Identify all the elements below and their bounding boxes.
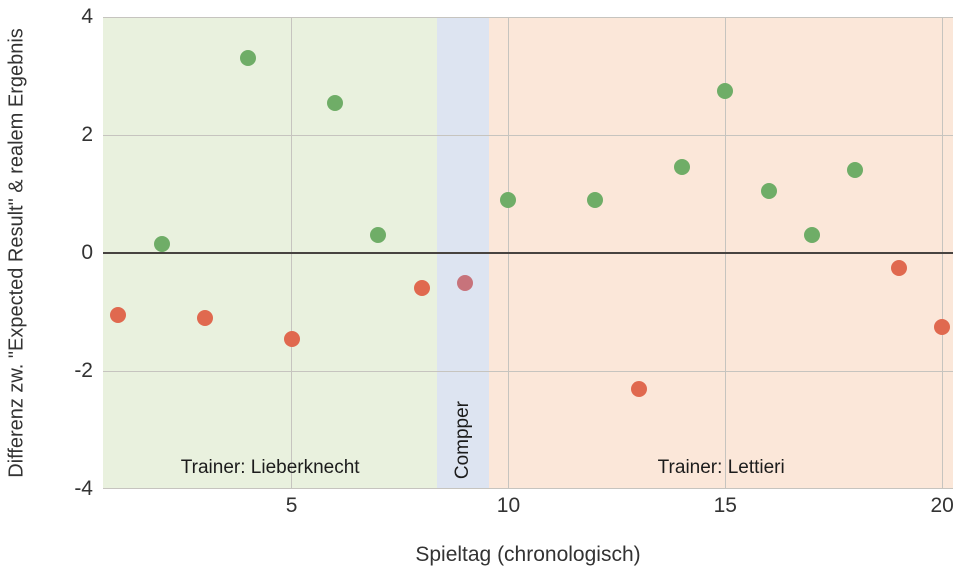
y-tick-label-0: 0 <box>81 241 93 264</box>
x-axis: 5 10 15 20 <box>103 494 954 520</box>
y-tick-label--2: -2 <box>74 359 93 382</box>
region-label-lieberknecht: Trainer: Lieberknecht <box>180 457 360 479</box>
x-tick-label-10: 10 <box>496 494 521 517</box>
x-tick-label-5: 5 <box>285 494 298 517</box>
data-point-spieltag-7 <box>370 227 387 244</box>
y-axis: 4 2 0 -2 -4 <box>0 5 93 500</box>
data-point-spieltag-18 <box>847 162 864 179</box>
data-point-spieltag-1 <box>110 306 127 323</box>
x-axis-title: Spieltag (chronologisch) <box>415 543 641 566</box>
data-point-spieltag-9 <box>457 274 474 291</box>
data-point-spieltag-6 <box>327 94 343 111</box>
data-point-spieltag-3 <box>196 309 213 326</box>
data-point-spieltag-14 <box>673 159 690 176</box>
y-gridline-4 <box>103 17 953 18</box>
data-point-spieltag-10 <box>500 191 517 208</box>
y-tick-label--4: -4 <box>74 477 93 500</box>
x-tick-label-20: 20 <box>930 494 954 517</box>
zero-line <box>103 252 953 254</box>
y-gridline-2 <box>103 134 953 136</box>
data-point-spieltag-4 <box>240 50 257 67</box>
y-gridline--4 <box>103 488 953 489</box>
data-point-spieltag-15 <box>717 82 734 99</box>
data-point-spieltag-5 <box>283 330 300 347</box>
region-label-lettieri: Trainer: Lettieri <box>657 457 785 479</box>
data-point-spieltag-19 <box>890 259 907 276</box>
x-tick-label-15: 15 <box>713 494 737 517</box>
y-tick-label-2: 2 <box>81 123 93 146</box>
data-point-spieltag-8 <box>413 280 430 297</box>
data-point-spieltag-12 <box>587 191 604 208</box>
y-gridline--2 <box>103 370 953 372</box>
region-label-compper: Compper <box>452 400 474 479</box>
data-point-spieltag-16 <box>760 183 777 200</box>
data-point-spieltag-17 <box>804 227 821 244</box>
plot-area: Trainer: Lieberknecht Compper Trainer: Let… <box>103 17 953 489</box>
data-point-spieltag-20 <box>934 318 951 335</box>
y-tick-label-4: 4 <box>81 5 93 28</box>
data-point-spieltag-2 <box>153 236 170 253</box>
data-point-spieltag-13 <box>630 380 647 397</box>
